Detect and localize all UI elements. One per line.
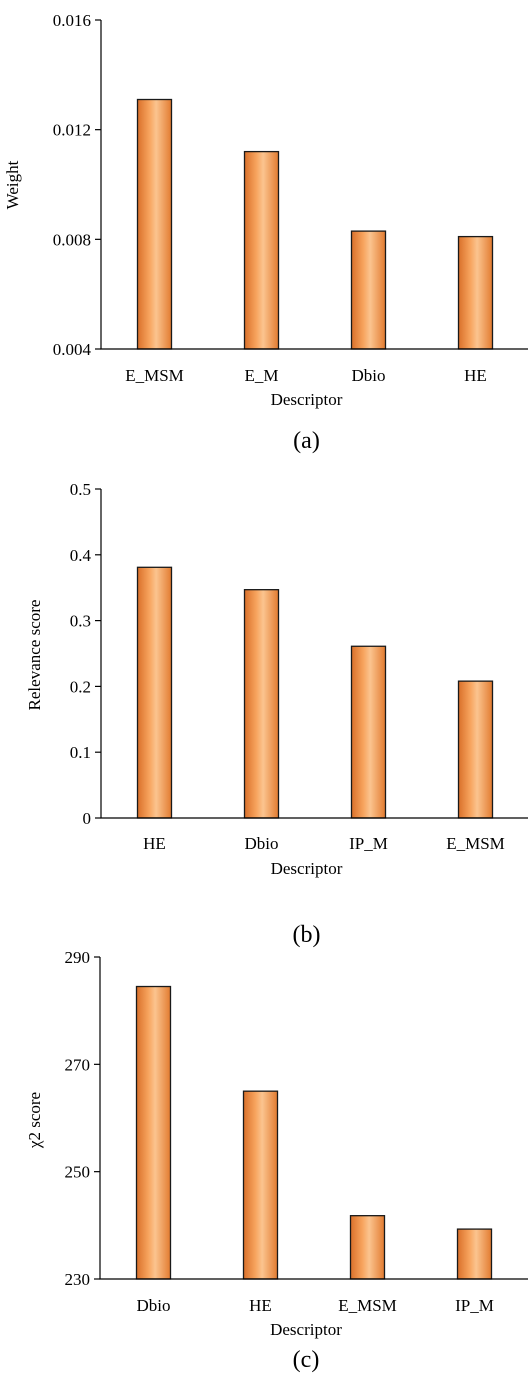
x-tick-label: E_M (245, 366, 279, 385)
x-tick-label: Dbio (137, 1296, 171, 1315)
x-tick-label: Dbio (245, 834, 279, 853)
x-tick-label: E_MSM (125, 366, 184, 385)
y-tick-label: 0.3 (70, 612, 91, 631)
axes-b (100, 489, 528, 819)
y-tick-label: 0.4 (70, 546, 92, 565)
bar (242, 1090, 279, 1280)
x-axis-label-b: Descriptor (271, 859, 343, 878)
axes-c (99, 957, 528, 1280)
y-tick-label: 0.008 (53, 230, 91, 249)
panel-label-c: (c) (293, 1347, 320, 1373)
x-tick-label: IP_M (349, 834, 388, 853)
x-tick-label: HE (249, 1296, 272, 1315)
y-tick-label: 230 (65, 1270, 91, 1289)
y-tick-label: 250 (65, 1163, 91, 1182)
panel-label-b: (b) (293, 922, 321, 948)
y-ticks-b: 0 0.1 0.2 0.3 0.4 0.5 (70, 480, 101, 828)
bar (350, 645, 387, 819)
chart-panel-c: 230 250 270 290 Dbio HE E_MSM IP_M χ2 score De… (25, 948, 528, 1373)
bar (243, 150, 280, 350)
x-tick-label: Dbio (352, 366, 386, 385)
y-axis-label-c: χ2 score (25, 1092, 44, 1149)
x-ticks-c: Dbio HE E_MSM IP_M (137, 1296, 494, 1315)
y-axis-label-a: Weight (3, 160, 22, 209)
bar (136, 98, 173, 350)
x-ticks-b: HE Dbio IP_M E_MSM (143, 834, 505, 853)
x-ticks-a: E_MSM E_M Dbio HE (125, 366, 487, 385)
y-ticks-a: 0.004 0.008 0.012 0.016 (53, 11, 101, 359)
panel-label-a: (a) (293, 428, 320, 454)
y-tick-label: 0.5 (70, 480, 91, 499)
x-tick-label: HE (143, 834, 166, 853)
x-tick-label: E_MSM (446, 834, 505, 853)
x-tick-label: IP_M (455, 1296, 494, 1315)
bar (457, 680, 494, 819)
y-ticks-c: 230 250 270 290 (65, 948, 100, 1289)
chart-panel-a: 0.004 0.008 0.012 0.016 E_MSM E_M Dbio HE Weig… (3, 11, 528, 454)
x-tick-label: HE (464, 366, 487, 385)
bar (349, 1215, 386, 1280)
bar (135, 985, 172, 1280)
y-tick-label: 0.1 (70, 743, 91, 762)
x-axis-label-a: Descriptor (271, 390, 343, 409)
y-axis-label-b: Relevance score (25, 600, 44, 711)
y-tick-label: 0.012 (53, 121, 91, 140)
bars-a (136, 98, 494, 350)
y-tick-label: 0.2 (70, 677, 91, 696)
bar (457, 235, 494, 350)
bar (243, 589, 280, 819)
bars-c (135, 985, 493, 1280)
bars-b (136, 566, 494, 819)
bar (350, 230, 387, 350)
y-tick-label: 290 (65, 948, 91, 967)
axes-a (100, 20, 528, 350)
y-tick-label: 270 (65, 1055, 91, 1074)
chart-panel-b: 0 0.1 0.2 0.3 0.4 0.5 HE Dbio IP_M E_MSM Relevan… (25, 480, 528, 948)
x-axis-label-c: Descriptor (270, 1320, 342, 1339)
y-tick-label: 0.016 (53, 11, 91, 30)
y-tick-label: 0.004 (53, 340, 92, 359)
bar (136, 566, 173, 819)
x-tick-label: E_MSM (338, 1296, 397, 1315)
y-tick-label: 0 (83, 809, 92, 828)
bar (456, 1228, 493, 1280)
